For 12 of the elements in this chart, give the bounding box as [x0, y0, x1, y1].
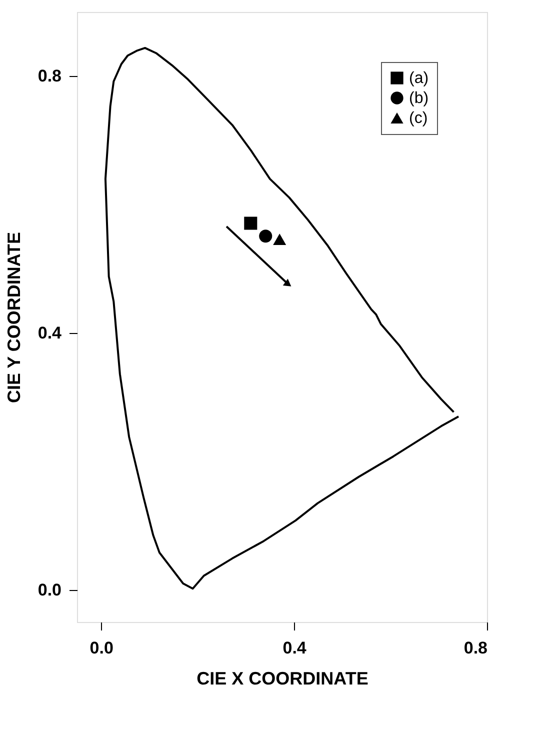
y-tick-label: 0.0 [38, 580, 62, 600]
x-tick-label: 0.8 [464, 638, 488, 658]
y-tick-label: 0.8 [38, 66, 62, 86]
legend-label: (a) [409, 70, 429, 87]
line-series [104, 46, 460, 590]
x-tick-label: 0.4 [282, 638, 307, 658]
legend-label: (b) [409, 90, 429, 107]
y-axis-title: CIE Y COORDINATE [4, 232, 24, 404]
x-tick-label: 0.0 [90, 638, 114, 658]
x-axis-title: CIE X COORDINATE [196, 668, 368, 688]
legend-label: (c) [409, 110, 428, 127]
y-tick-label: 0.4 [38, 324, 62, 343]
